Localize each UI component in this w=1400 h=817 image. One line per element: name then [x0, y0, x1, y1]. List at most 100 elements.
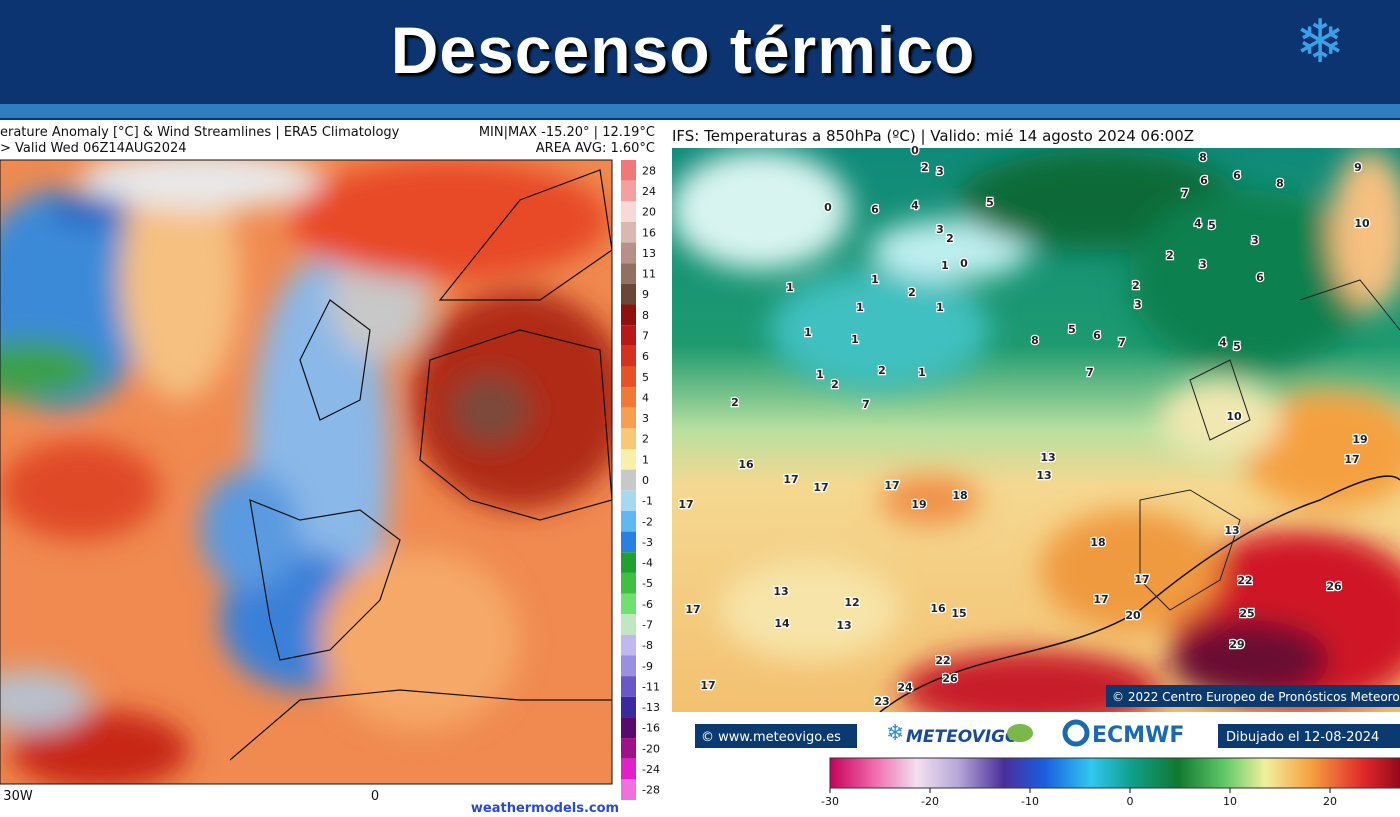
colorbar-swatch	[621, 758, 636, 780]
contour-label: 2	[1132, 279, 1140, 292]
colorbar-swatch	[621, 180, 636, 202]
colorbar-label: -5	[642, 577, 653, 590]
colorbar-label: 0	[642, 474, 649, 487]
snowflake-icon: ❄	[886, 721, 904, 746]
contour-label: 29	[1229, 638, 1244, 651]
contour-label: 3	[936, 165, 944, 178]
contour-label: 5	[986, 196, 994, 209]
contour-label: 13	[1040, 451, 1055, 464]
colorbar-label: 7	[642, 329, 649, 342]
ecmwf-icon	[1062, 719, 1090, 747]
colorbar-label: 20	[642, 206, 656, 219]
contour-label: 2	[921, 161, 929, 174]
colorbar-swatch	[621, 242, 636, 264]
colorbar-swatch	[621, 428, 636, 450]
left-stats: AREA AVG: 1.60°C	[536, 141, 655, 156]
contour-label: 5	[1233, 340, 1241, 353]
contour-label: 6	[1200, 174, 1208, 187]
colorbar-swatch	[621, 325, 636, 346]
left-subtitle: > Valid Wed 06Z14AUG2024	[0, 141, 187, 156]
contour-label: 8	[1276, 177, 1284, 190]
left-colorbar: 28 24 20 16 13 11 9 8 7 6 5 4 3 2 1 0 -1 -2 -3 -4 -5 -6 -7 -8 -9…	[621, 160, 660, 800]
colorbar-label: -4	[642, 557, 653, 570]
colorbar-swatch	[621, 552, 636, 573]
website-box	[695, 724, 857, 748]
colorbar-swatch	[621, 572, 636, 594]
contour-label: 3	[936, 223, 944, 236]
contour-label: 0	[911, 144, 919, 157]
contour-label: 17	[1134, 573, 1149, 586]
colorbar-swatch	[621, 366, 636, 388]
colorbar-swatch	[621, 614, 636, 635]
colorbar-tick-label: 10	[1223, 795, 1237, 808]
colorbar-swatch	[621, 449, 636, 470]
colorbar-swatch	[621, 738, 636, 759]
contour-label: 18	[952, 489, 967, 502]
colorbar-tick-label: 0	[1127, 795, 1134, 808]
colorbar-label: 9	[642, 288, 649, 301]
contour-label: 20	[1125, 609, 1141, 622]
colorbar-label: 4	[642, 391, 649, 404]
drawn-box	[1218, 724, 1400, 748]
contour-label: 4	[911, 199, 919, 212]
copyright-box	[1106, 685, 1400, 707]
ecmwf-logo: ECMWF	[1092, 723, 1184, 748]
colorbar-swatch	[621, 283, 636, 305]
colorbar-swatch	[621, 717, 636, 739]
colorbar-swatch	[621, 201, 636, 222]
colorbar-swatch	[621, 345, 636, 367]
colorbar-label: 24	[642, 185, 656, 198]
colorbar-tick-label: -30	[821, 795, 839, 808]
colorbar	[829, 757, 1400, 789]
page-title: Descenso térmico	[390, 13, 976, 87]
colorbar-swatch	[621, 263, 636, 284]
contour-label: 1	[804, 326, 812, 339]
contour-label: 6	[871, 203, 879, 216]
contour-label: 19	[911, 498, 926, 511]
colorbar-swatch	[621, 779, 636, 800]
colorbar-label: -16	[642, 722, 660, 735]
colorbar-label: -24	[642, 763, 660, 776]
colorbar-swatch	[621, 407, 636, 429]
contour-label: 9	[1354, 161, 1362, 174]
contour-label: 13	[836, 619, 851, 632]
contour-label: 6	[1233, 169, 1241, 182]
colorbar-swatch	[621, 510, 636, 532]
contour-label: 1	[786, 281, 794, 294]
left-title: erature Anomaly [°C] & Wind Streamlines …	[0, 125, 400, 140]
contour-label: 13	[1036, 469, 1051, 482]
contour-label: 7	[1086, 366, 1094, 379]
colorbar-label: 1	[642, 453, 649, 466]
contour-label: 4	[1219, 336, 1227, 349]
contour-label: 7	[1118, 336, 1126, 349]
contour-label: 1	[816, 368, 824, 381]
contour-label: 5	[1068, 323, 1076, 336]
contour-label: 2	[731, 396, 739, 409]
left-stats: MIN|MAX -15.20° | 12.19°C	[479, 125, 655, 140]
x-label: 30W	[3, 789, 33, 804]
header-strip	[0, 104, 1400, 120]
colorbar-swatch	[621, 387, 636, 408]
contour-label: 25	[1239, 607, 1254, 620]
contour-label: 17	[813, 481, 828, 494]
colorbar-swatch	[621, 221, 636, 243]
colorbar-label: -8	[642, 639, 653, 652]
drawn-date: Dibujado el 12-08-2024	[1226, 730, 1379, 745]
contour-label: 19	[1352, 433, 1367, 446]
contour-label: 24	[897, 681, 913, 694]
colorbar-label: 3	[642, 412, 649, 425]
contour-label: 14	[774, 617, 790, 630]
contour-label: 17	[700, 679, 715, 692]
contour-label: 18	[1090, 536, 1105, 549]
colorbar-swatch	[621, 593, 636, 615]
contour-label: 17	[884, 479, 899, 492]
contour-label: 13	[773, 585, 788, 598]
contour-label: 23	[874, 695, 889, 708]
colorbar-label: 11	[642, 268, 656, 281]
header: Descenso térmico	[0, 0, 1400, 120]
contour-label: 6	[1256, 271, 1264, 284]
right-title: IFS: Temperaturas a 850hPa (ºC) | Valido…	[672, 127, 1194, 145]
contour-label: 0	[960, 257, 968, 270]
colorbar-swatch	[621, 676, 636, 697]
